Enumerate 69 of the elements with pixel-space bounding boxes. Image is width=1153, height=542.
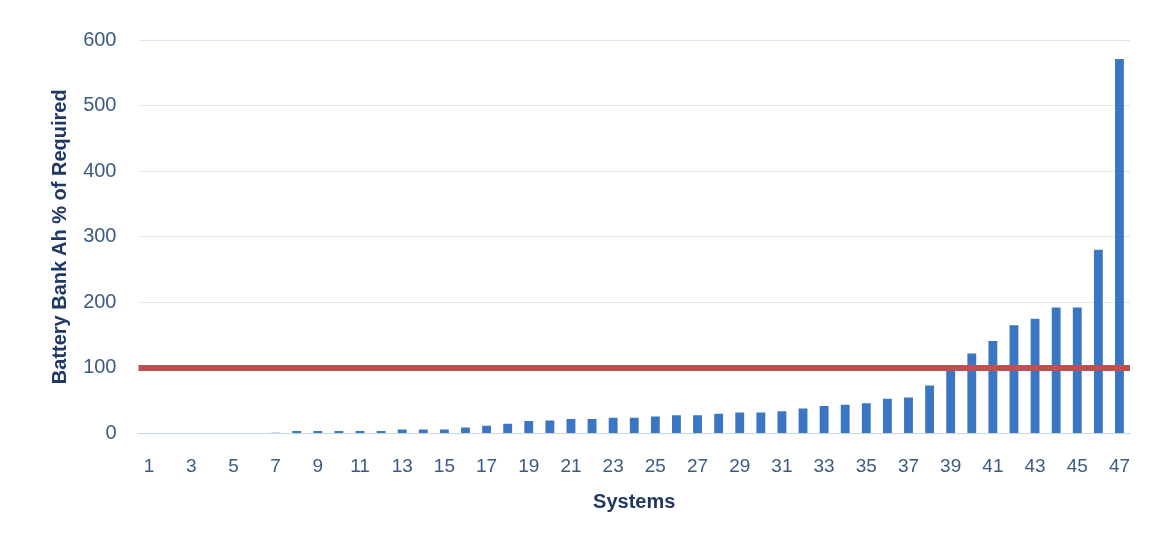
y-tick-label: 600 — [83, 27, 117, 50]
bar — [608, 417, 618, 433]
y-tick-label: 400 — [83, 158, 117, 181]
bar — [1093, 249, 1103, 433]
bar — [735, 412, 745, 433]
x-tick-label: 29 — [729, 455, 751, 477]
x-tick-label: 33 — [813, 455, 835, 477]
x-tick-label: 23 — [602, 455, 624, 477]
bar — [545, 420, 555, 433]
bar — [418, 429, 428, 433]
x-tick-label: 39 — [940, 455, 962, 477]
y-tick-label: 100 — [83, 355, 117, 378]
bar — [777, 411, 787, 433]
x-tick-label: 25 — [644, 455, 666, 477]
bar — [988, 341, 998, 433]
x-tick-label: 41 — [982, 455, 1004, 477]
bar — [524, 421, 534, 433]
x-tick-label: 15 — [433, 455, 455, 477]
bar — [672, 415, 681, 433]
x-tick-label: 1 — [143, 455, 155, 477]
bar — [313, 430, 323, 433]
bar — [439, 429, 449, 433]
bar — [1115, 59, 1124, 433]
x-tick-label: 43 — [1024, 455, 1046, 477]
y-axis-title: Battery Bank Ah % of Required — [47, 89, 70, 385]
bar — [693, 415, 702, 433]
bar — [925, 385, 935, 433]
x-tick-label: 5 — [228, 455, 239, 477]
bar — [482, 425, 492, 433]
bar — [1051, 307, 1061, 433]
bar — [904, 397, 913, 433]
bar — [819, 405, 829, 433]
bar — [861, 403, 871, 433]
bar — [292, 430, 302, 433]
y-tick-label: 300 — [83, 224, 117, 247]
x-tick-label: 11 — [350, 455, 370, 477]
bar — [882, 398, 892, 433]
bar — [714, 413, 724, 433]
x-tick-label: 45 — [1066, 455, 1088, 477]
bar — [334, 430, 344, 433]
x-tick-label: 13 — [391, 455, 413, 477]
bar — [503, 423, 513, 433]
x-axis-title: Systems — [593, 489, 676, 512]
x-tick-label: 21 — [560, 455, 582, 477]
bar — [650, 416, 660, 433]
x-tick-label: 37 — [897, 455, 920, 477]
bar — [587, 419, 597, 433]
x-tick-label: 27 — [686, 455, 709, 477]
x-tick-label: 3 — [185, 455, 197, 477]
y-tick-label: 200 — [83, 289, 117, 312]
y-tick-label: 0 — [105, 421, 117, 444]
bar — [946, 369, 956, 433]
x-tick-label: 47 — [1108, 455, 1131, 477]
x-tick-label: 17 — [476, 455, 498, 477]
bar — [1072, 307, 1082, 433]
bar — [397, 429, 407, 433]
x-tick-label: 7 — [270, 455, 281, 477]
x-tick-label: 35 — [855, 455, 877, 477]
x-tick-label: 19 — [518, 455, 540, 477]
x-tick-label: 31 — [771, 455, 793, 477]
x-tick-label: 9 — [312, 455, 324, 477]
bar — [756, 412, 766, 433]
bar — [376, 430, 386, 433]
bar — [967, 353, 977, 433]
bar — [629, 417, 639, 433]
bar — [840, 404, 850, 433]
bar — [461, 427, 470, 433]
bar — [566, 419, 576, 433]
y-tick-label: 500 — [83, 93, 117, 116]
